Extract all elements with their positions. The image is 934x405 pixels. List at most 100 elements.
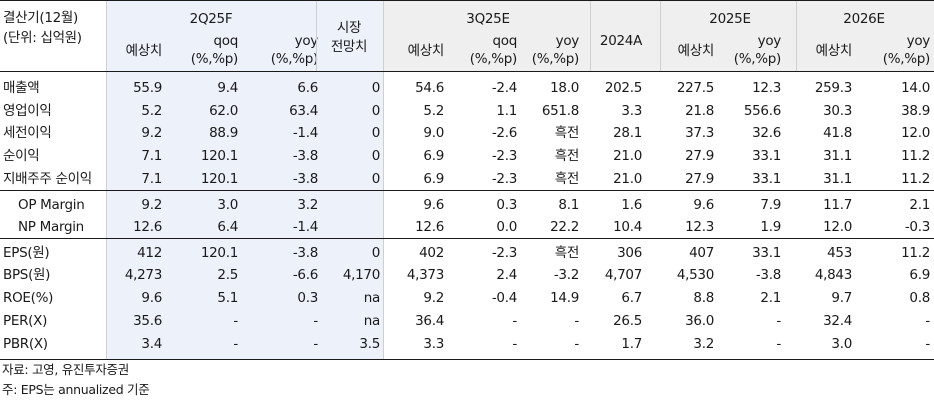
cell-3q25e-qoq: - xyxy=(512,336,517,352)
footnote-source: 자료: 고영, 유진투자증권 xyxy=(2,362,129,377)
table-row: 세전이익 9.2 88.9 -1.4 0 9.0 -2.6 흑전 28.1 37.3 32.6 41.… xyxy=(0,121,934,145)
cell-2025e-yoy: 32.6 xyxy=(752,125,781,141)
row-label: 지배주주 순이익 xyxy=(3,171,92,187)
cell-2025e-estimate: 407 xyxy=(689,245,714,261)
cell-2025e-yoy: 33.1 xyxy=(752,171,781,187)
cell-2q25f-yoy: 63.4 xyxy=(289,103,318,119)
cell-2025e-yoy: 33.1 xyxy=(752,148,781,164)
footnote-note: 주: EPS는 annualized 기준 xyxy=(2,382,150,397)
table-row: 영업이익 5.2 62.0 63.4 0 5.2 1.1 651.8 3.3 21.8 556.6 3… xyxy=(0,99,934,123)
sub-header-yoy-3q25e-line1: yoy xyxy=(555,33,580,49)
cell-2026e-yoy: - xyxy=(925,336,930,352)
cell-2024a: 1.6 xyxy=(621,197,642,213)
cell-3q25e-yoy: 22.2 xyxy=(550,219,579,235)
cell-2024a: 4,707 xyxy=(604,267,642,283)
cell-market-consensus xyxy=(310,193,380,217)
cell-2q25f-yoy: -3.8 xyxy=(292,245,318,261)
row-label: EPS(원) xyxy=(3,245,50,261)
cell-2025e-yoy: 7.9 xyxy=(760,197,781,213)
table-row: PBR(X) 3.4 - - 3.5 3.3 - - 1.7 3.2 - 3.0 - xyxy=(0,332,934,356)
cell-2026e-estimate: 3.0 xyxy=(831,336,852,352)
cell-2025e-yoy: 556.6 xyxy=(743,103,781,119)
table-row: 지배주주 순이익 7.1 120.1 -3.8 0 6.9 -2.3 흑전 21.0 27.9 33… xyxy=(0,167,934,191)
sub-header-qoq-2q25f-line2: (%,%p) xyxy=(190,51,239,67)
rule-bottom xyxy=(0,359,934,360)
cell-2026e-yoy: 12.0 xyxy=(901,125,930,141)
row-label: PER(X) xyxy=(3,313,48,329)
sub-header-yoy-2q25f-line1: yoy xyxy=(294,33,319,49)
cell-2026e-yoy: 14.0 xyxy=(901,80,930,96)
cell-2024a: 1.7 xyxy=(621,336,642,352)
cell-2q25f-yoy: -3.8 xyxy=(292,171,318,187)
cell-3q25e-estimate: 9.0 xyxy=(423,125,444,141)
cell-3q25e-yoy: 흑전 xyxy=(554,148,580,164)
cell-market-consensus: 4,170 xyxy=(342,267,380,283)
cell-2026e-estimate: 259.3 xyxy=(814,80,852,96)
cell-2026e-yoy: 11.2 xyxy=(901,245,930,261)
row-label: 순이익 xyxy=(3,148,40,164)
cell-2024a: 10.4 xyxy=(613,219,642,235)
cell-2q25f-estimate: 9.6 xyxy=(141,290,162,306)
rule-after-margins xyxy=(0,238,934,239)
group-3q25e-header: 3Q25E xyxy=(466,11,510,27)
cell-2025e-estimate: 36.0 xyxy=(685,313,714,329)
highlight-2q25f-column-bg xyxy=(106,0,383,360)
cell-2026e-yoy: 6.9 xyxy=(909,267,930,283)
rule-top xyxy=(0,0,934,1)
cell-2025e-yoy: 12.3 xyxy=(752,80,781,96)
sub-header-estimate-2q25f: 예상치 xyxy=(125,43,163,59)
cell-2024a: 6.7 xyxy=(621,290,642,306)
rule-header-bottom xyxy=(0,71,934,72)
divider-before-2026e xyxy=(796,0,797,71)
cell-2q25f-qoq: 120.1 xyxy=(200,245,238,261)
table-row: EPS(원) 412 120.1 -3.8 0 402 -2.3 흑전 306 407 33.1 45… xyxy=(0,241,934,265)
cell-3q25e-qoq: - xyxy=(512,313,517,329)
cell-2025e-yoy: -3.8 xyxy=(755,267,781,283)
cell-2q25f-yoy: -1.4 xyxy=(292,125,318,141)
row-label: OP Margin xyxy=(18,197,85,213)
cell-2q25f-yoy: 3.2 xyxy=(297,197,318,213)
sub-header-yoy-3q25e-line2: (%,%p) xyxy=(531,51,580,67)
cell-market-consensus: 0 xyxy=(371,125,381,141)
cell-2q25f-yoy: -6.6 xyxy=(292,267,318,283)
cell-3q25e-qoq: -2.3 xyxy=(491,245,517,261)
cell-3q25e-qoq: -2.3 xyxy=(491,148,517,164)
cell-2q25f-estimate: 7.1 xyxy=(141,171,162,187)
sub-header-yoy-2025e-line2: (%,%p) xyxy=(733,51,782,67)
group-2026e-header: 2026E xyxy=(843,11,885,27)
cell-3q25e-estimate: 9.6 xyxy=(423,197,444,213)
cell-market-consensus: 0 xyxy=(371,245,381,261)
cell-3q25e-qoq: -0.4 xyxy=(491,290,517,306)
financial-estimate-table: 결산기(12월) (단위: 십억원) 2Q25F 시장 전망치 3Q25E 20… xyxy=(0,0,934,360)
cell-2026e-yoy: 38.9 xyxy=(901,103,930,119)
cell-2025e-yoy: - xyxy=(776,336,781,352)
divider-before-2025e xyxy=(660,0,661,71)
cell-2q25f-estimate: 12.6 xyxy=(133,219,162,235)
cell-2q25f-estimate: 5.2 xyxy=(141,103,162,119)
cell-market-consensus: 0 xyxy=(371,80,381,96)
row-label-header-line2: (단위: 십억원) xyxy=(3,30,82,46)
cell-2025e-estimate: 9.6 xyxy=(693,197,714,213)
cell-2024a: 3.3 xyxy=(621,103,642,119)
cell-2025e-estimate: 37.3 xyxy=(685,125,714,141)
cell-3q25e-yoy: - xyxy=(574,313,579,329)
cell-2026e-estimate: 9.7 xyxy=(831,290,852,306)
cell-market-consensus: 0 xyxy=(371,103,381,119)
cell-2026e-estimate: 453 xyxy=(827,245,852,261)
cell-3q25e-estimate: 402 xyxy=(419,245,444,261)
cell-2025e-estimate: 27.9 xyxy=(685,171,714,187)
cell-2025e-estimate: 227.5 xyxy=(676,80,714,96)
group-market-header-line1: 시장 xyxy=(336,20,362,36)
cell-3q25e-qoq: 0.3 xyxy=(496,197,517,213)
cell-3q25e-yoy: 흑전 xyxy=(554,171,580,187)
cell-market-consensus: 0 xyxy=(371,171,381,187)
cell-2024a: 21.0 xyxy=(613,148,642,164)
sub-header-estimate-3q25e: 예상치 xyxy=(407,43,445,59)
cell-3q25e-yoy: 651.8 xyxy=(541,103,579,119)
cell-3q25e-qoq: 1.1 xyxy=(496,103,517,119)
sub-header-yoy-2025e-line1: yoy xyxy=(757,33,782,49)
cell-2q25f-yoy: - xyxy=(313,336,318,352)
table-row: ROE(%) 9.6 5.1 0.3 na 9.2 -0.4 14.9 6.7 8.8 2.1 9.7… xyxy=(0,286,934,310)
cell-2026e-yoy: -0.3 xyxy=(904,219,930,235)
cell-3q25e-yoy: 18.0 xyxy=(550,80,579,96)
